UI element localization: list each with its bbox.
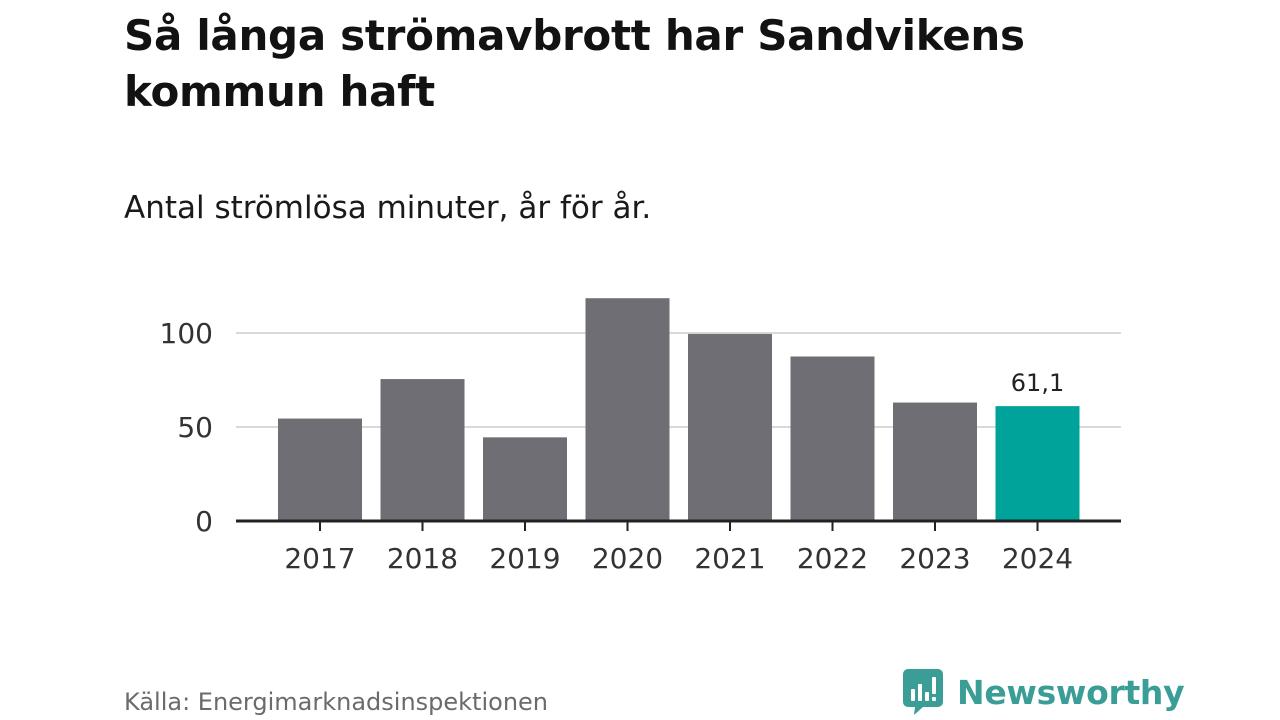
brand-name: Newsworthy: [957, 672, 1185, 712]
x-tick-label-2021: 2021: [694, 542, 765, 575]
bar-2019: [483, 437, 567, 521]
brand-logo: Newsworthy: [903, 669, 1185, 715]
x-tick-label-2024: 2024: [1002, 542, 1073, 575]
bar-2021: [688, 333, 772, 521]
bar-2022: [790, 356, 875, 521]
axes: [236, 519, 1121, 531]
x-tick-label-2022: 2022: [797, 542, 868, 575]
bars: [278, 298, 1080, 521]
y-tick-label: 0: [195, 505, 213, 538]
chart-title: Så långa strömavbrott har Sandvikens kom…: [124, 11, 1025, 116]
y-tick-label: 100: [160, 317, 213, 350]
data-label-2024: 61,1: [1011, 369, 1064, 397]
x-tick-label-2017: 2017: [284, 542, 355, 575]
source-note: Källa: Energimarknadsinspektionen: [124, 688, 549, 716]
gridlines: [236, 332, 1121, 428]
x-tick-label-2019: 2019: [489, 542, 560, 575]
x-tick-label-2020: 2020: [592, 542, 663, 575]
bar-chart: 0 50 100 2017 2018 2019 2020 2021 2022 2023 2024 61…: [160, 298, 1121, 575]
x-tick-label-2023: 2023: [899, 542, 970, 575]
x-tick-label-2018: 2018: [387, 542, 458, 575]
bar-2017: [278, 418, 362, 521]
y-tick-label: 50: [177, 411, 213, 444]
bar-2023: [893, 402, 977, 521]
labels: 0 50 100 2017 2018 2019 2020 2021 2022 2023 2024 61…: [160, 317, 1074, 575]
newsworthy-logo-icon: [903, 669, 943, 715]
bar-2024: [995, 406, 1080, 521]
chart-subtitle: Antal strömlösa minuter, år för år.: [124, 190, 652, 226]
bar-2020: [585, 298, 670, 521]
bar-2018: [380, 379, 465, 521]
